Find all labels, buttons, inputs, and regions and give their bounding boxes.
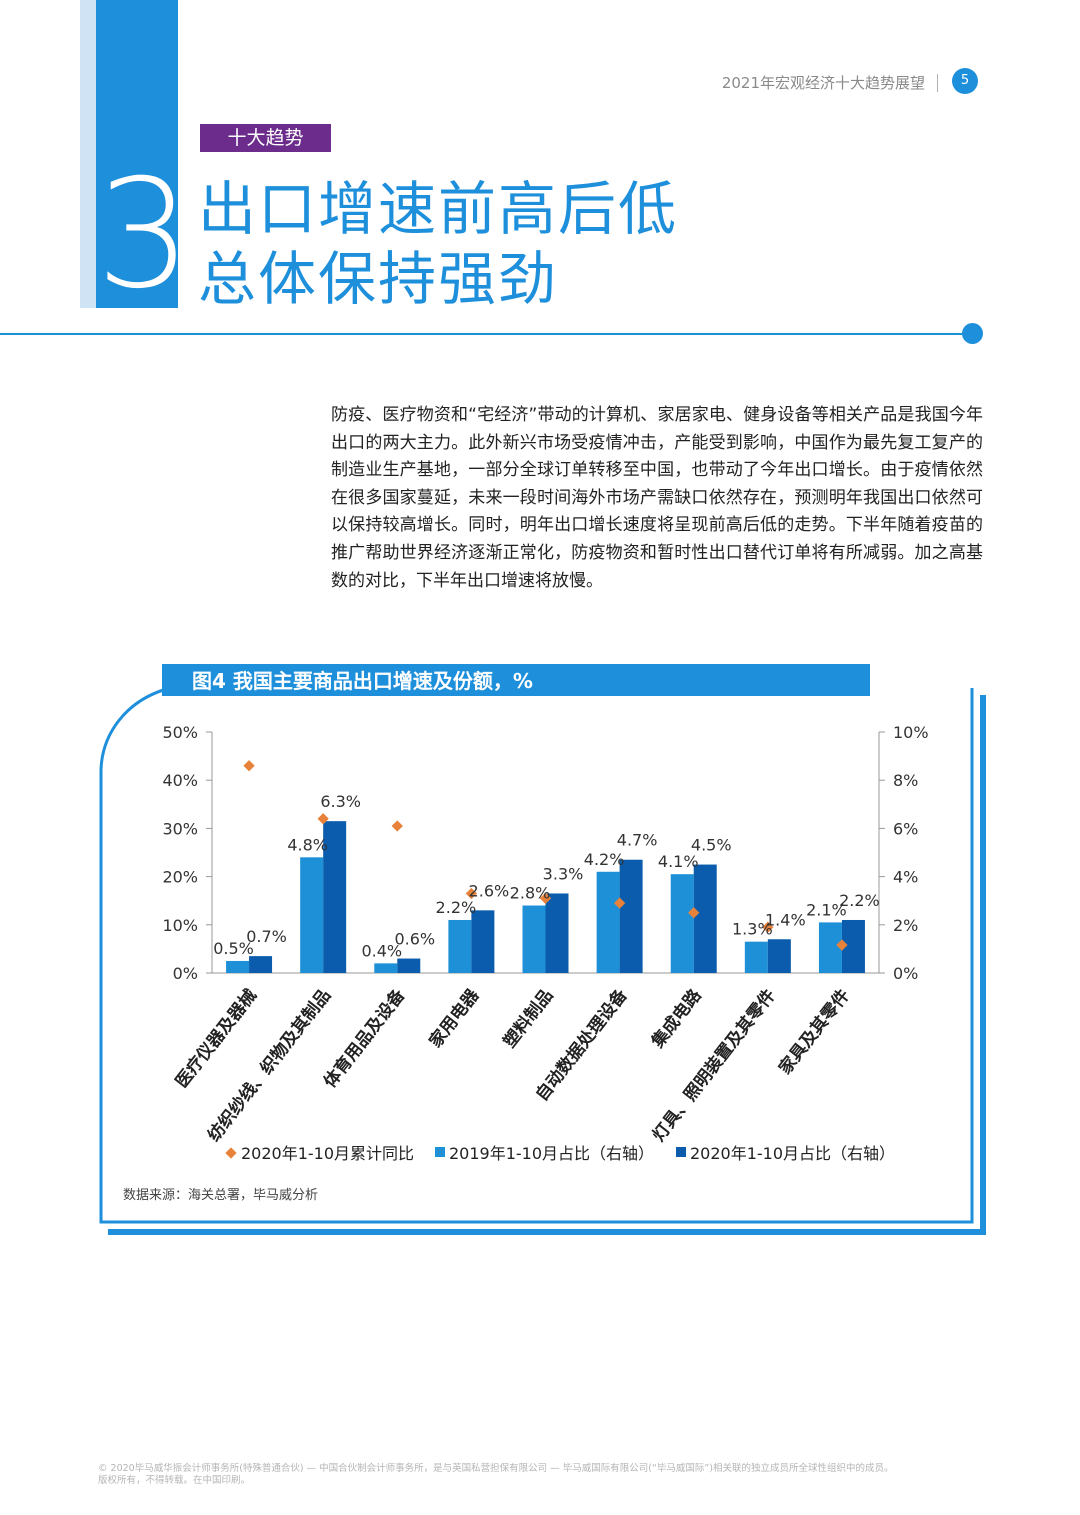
data-label-2020: 0.6% <box>394 930 435 949</box>
bar-2019 <box>818 922 842 973</box>
data-label-2019: 1.3% <box>732 920 773 939</box>
legend-label-2019: 2019年1-10月占比（右轴） <box>449 1144 654 1163</box>
section-title-line2: 总体保持强劲 <box>198 245 559 313</box>
section-title-line1: 出口增速前高后低 <box>198 175 679 243</box>
legend-marker-2019 <box>435 1147 445 1157</box>
data-label-2020: 3.3% <box>543 864 584 883</box>
chart-title-banner <box>162 664 870 696</box>
left-tick-label: 0% <box>173 964 198 983</box>
data-label-2020: 4.5% <box>691 836 732 855</box>
bar-2020 <box>545 893 569 973</box>
data-label-2019: 2.8% <box>510 884 551 903</box>
bar-2020 <box>693 864 717 973</box>
data-label-2019: 4.2% <box>584 850 625 869</box>
right-tick-label: 8% <box>893 771 918 790</box>
footer: © 2020毕马威华振会计师事务所(特殊普通合伙) — 中国合伙制会计师事务所，… <box>98 1463 978 1487</box>
category-label: 灯具、照明装置及其零件 <box>648 985 780 1145</box>
right-tick-label: 10% <box>893 723 929 742</box>
yoy-point <box>836 939 848 951</box>
export-chart: 图4 我国主要商品出口增速及份额，% 0% 10% 20% 30% 40% 50% 0% 2… <box>99 664 986 1235</box>
bar-data-labels: 0.5%0.7%4.8%6.3%0.4%0.6%2.2%2.6% 2.8%3.3%… <box>213 792 880 960</box>
bar-2019 <box>374 963 398 973</box>
header-separator <box>937 74 938 92</box>
bar-2019 <box>522 905 546 973</box>
left-axis-ticks: 0% 10% 20% 30% 40% 50% <box>162 723 212 983</box>
source-note: 数据来源：海关总署，毕马威分析 <box>123 1188 319 1203</box>
right-tick-label: 4% <box>893 868 918 887</box>
chart-title: 图4 我国主要商品出口增速及份额，% <box>192 669 533 693</box>
data-label-2019: 4.1% <box>658 852 699 871</box>
section-divider <box>0 333 968 335</box>
data-label-2019: 2.1% <box>806 900 847 919</box>
bar-2020 <box>841 919 865 973</box>
bar-2019 <box>596 871 620 973</box>
right-axis-ticks: 0% 2% 4% 6% 8% 10% <box>879 723 929 983</box>
data-label-2020: 1.4% <box>765 910 806 929</box>
bar-2019 <box>670 874 694 973</box>
right-tick-label: 0% <box>893 964 918 983</box>
bar-2019 <box>744 941 768 973</box>
bar-2019 <box>448 919 472 973</box>
data-label-2019: 0.5% <box>213 939 254 958</box>
legend-label-yoy: 2020年1-10月累计同比 <box>241 1144 414 1163</box>
header-accent-bar <box>96 0 178 308</box>
data-label-2020: 0.7% <box>246 927 287 946</box>
left-tick-label: 40% <box>162 771 198 790</box>
data-label-2020: 4.7% <box>617 831 658 850</box>
legend: 2020年1-10月累计同比 2019年1-10月占比（右轴） 2020年1-1… <box>225 1144 895 1163</box>
body-text: 防疫、医疗物资和“宅经济”带动的计算机、家居家电、健身设备等相关产品是我国今年出… <box>331 402 983 595</box>
left-tick-label: 30% <box>162 819 198 838</box>
right-tick-label: 2% <box>893 916 918 935</box>
category-label: 家具及其零件 <box>775 985 854 1078</box>
left-tick-label: 50% <box>162 723 198 742</box>
yoy-point <box>243 760 255 772</box>
data-label-2019: 0.4% <box>361 941 402 960</box>
left-tick-label: 20% <box>162 868 198 887</box>
data-label-2020: 2.2% <box>839 891 880 910</box>
data-label-2019: 2.2% <box>436 898 477 917</box>
yoy-point <box>391 820 403 832</box>
bar-2020 <box>249 956 273 973</box>
bar-2020 <box>471 910 495 973</box>
bar-2020 <box>323 821 347 973</box>
data-label-2019: 4.8% <box>287 835 328 854</box>
yoy-point <box>465 887 478 900</box>
category-label: 家用电器 <box>425 984 484 1051</box>
bar-2020 <box>397 958 421 973</box>
divider-dot <box>962 323 983 344</box>
yoy-point <box>762 921 774 933</box>
category-label: 集成电路 <box>647 984 707 1052</box>
scatter-series <box>243 760 848 951</box>
page-number: 5 <box>952 68 978 94</box>
left-tick-label: 10% <box>162 916 198 935</box>
legend-label-2020: 2020年1-10月占比（右轴） <box>690 1144 895 1163</box>
section-number: 3 <box>96 148 192 322</box>
bar-2019 <box>226 960 250 973</box>
chart-frame <box>99 686 974 1224</box>
legend-marker-2020 <box>676 1147 686 1157</box>
header-accent-bar-light <box>80 0 98 308</box>
data-label-2020: 6.3% <box>320 792 361 811</box>
yoy-point <box>688 907 700 919</box>
yoy-point <box>613 897 626 909</box>
chart-frame-shadow <box>108 695 986 1235</box>
bar-series <box>226 821 865 973</box>
bar-2019 <box>300 857 324 973</box>
category-label: 医疗仪器及器械 <box>171 985 261 1092</box>
body-paragraph: 防疫、医疗物资和“宅经济”带动的计算机、家居家电、健身设备等相关产品是我国今年出… <box>331 405 983 591</box>
bar-2020 <box>619 859 643 973</box>
footer-rights: 版权所有，不得转载。在中国印刷。 <box>98 1475 251 1486</box>
right-tick-label: 6% <box>893 819 918 838</box>
bar-2020 <box>767 939 791 973</box>
category-label: 纺织纱线、织物及其制品 <box>203 985 335 1145</box>
section-tag: 十大趋势 <box>200 124 331 152</box>
document-title: 2021年宏观经济十大趋势展望 <box>721 74 925 92</box>
data-label-2020: 2.6% <box>469 881 510 900</box>
category-label: 塑料制品 <box>499 985 557 1052</box>
legend-marker-yoy <box>225 1147 237 1159</box>
footer-copyright: © 2020毕马威华振会计师事务所(特殊普通合伙) — 中国合伙制会计师事务所，… <box>98 1463 894 1474</box>
